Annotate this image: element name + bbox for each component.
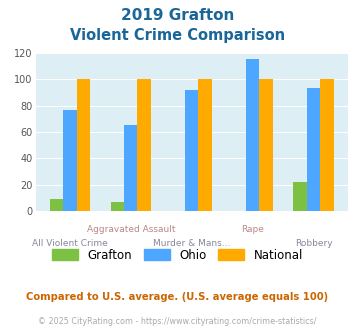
Legend: Grafton, Ohio, National: Grafton, Ohio, National <box>47 244 308 266</box>
Text: © 2025 CityRating.com - https://www.cityrating.com/crime-statistics/: © 2025 CityRating.com - https://www.city… <box>38 317 317 326</box>
Text: Aggravated Assault: Aggravated Assault <box>87 225 175 234</box>
Bar <box>63 110 77 211</box>
Bar <box>185 90 198 211</box>
Bar <box>307 88 320 211</box>
Text: Violent Crime Comparison: Violent Crime Comparison <box>70 28 285 43</box>
Bar <box>246 59 260 211</box>
Bar <box>137 79 151 211</box>
Text: 2019 Grafton: 2019 Grafton <box>121 8 234 23</box>
Bar <box>77 79 90 211</box>
Text: All Violent Crime: All Violent Crime <box>32 239 108 248</box>
Bar <box>198 79 212 211</box>
Text: Murder & Mans...: Murder & Mans... <box>153 239 230 248</box>
Bar <box>50 199 63 211</box>
Text: Rape: Rape <box>241 225 264 234</box>
Text: Robbery: Robbery <box>295 239 332 248</box>
Bar <box>124 125 137 211</box>
Bar <box>320 79 334 211</box>
Bar <box>260 79 273 211</box>
Bar <box>294 182 307 211</box>
Bar <box>111 202 124 211</box>
Text: Compared to U.S. average. (U.S. average equals 100): Compared to U.S. average. (U.S. average … <box>26 292 329 302</box>
